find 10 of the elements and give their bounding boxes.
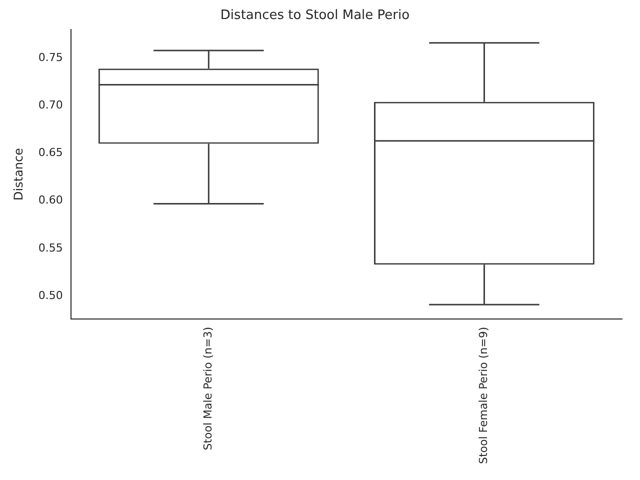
- y-tick-label: 0.50: [38, 288, 63, 302]
- y-tick-label: 0.75: [38, 51, 63, 64]
- y-axis-title: Distance: [11, 148, 26, 200]
- y-tick-label: 0.65: [38, 146, 63, 160]
- y-tick-label: 0.70: [38, 98, 63, 112]
- x-tick-label: Stool Male Perio (n=3): [202, 326, 215, 450]
- y-tick-label: 0.60: [38, 194, 63, 207]
- chart-title: Distances to Stool Male Perio: [220, 8, 410, 24]
- y-tick-label: 0.55: [38, 241, 63, 254]
- x-tick-label: Stool Female Perio (n=9): [477, 326, 490, 464]
